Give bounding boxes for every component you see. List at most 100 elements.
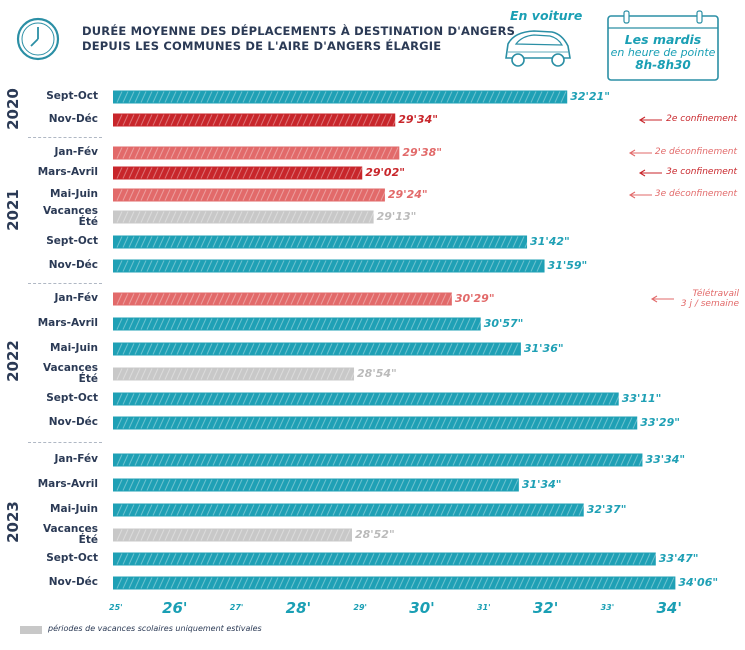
bar-hatch [392,454,399,466]
bar-hatch [284,114,291,126]
bar-hatch [524,393,531,405]
bar [113,453,643,467]
bar-hatch [260,393,267,405]
bar-hatch [464,417,471,429]
bar-hatch [326,577,333,589]
bar-hatch [488,479,495,491]
bar-hatch [152,211,159,223]
bar-hatch [212,167,219,179]
bar-hatch [446,577,453,589]
bar-hatch [500,504,507,516]
bar-hatch [320,293,327,305]
bar-hatch [254,293,261,305]
bar-hatch [500,236,507,248]
bar-hatch [398,417,405,429]
category-label: Jan-Fév [54,146,98,158]
bar-hatch [392,318,399,330]
bar-hatch [362,147,369,159]
bar-hatch [170,147,177,159]
bar-hatch [164,167,171,179]
bar-hatch [362,293,369,305]
bar-hatch [146,114,153,126]
bar-hatch [608,454,615,466]
bar-hatch [146,368,153,380]
bar-hatch [134,479,141,491]
car-label: En voiture [510,8,583,23]
bar-hatch [398,293,405,305]
bar-hatch [182,479,189,491]
bar-hatch [452,454,459,466]
bar-hatch [530,504,537,516]
bar-hatch [296,343,303,355]
bar-hatch [206,343,213,355]
bar-hatch [290,293,297,305]
bar-hatch [362,504,369,516]
bar-hatch [122,114,129,126]
bar-hatch [308,211,315,223]
bar-hatch [452,504,459,516]
bar-hatch [158,417,165,429]
bar-hatch [482,504,489,516]
bar-hatch [218,504,225,516]
bar-hatch [116,343,123,355]
bar-hatch [368,293,375,305]
bar-hatch [530,454,537,466]
bar-hatch [194,553,201,565]
bar-hatch [266,529,273,541]
bar-hatch [602,553,609,565]
bar-hatch [404,577,411,589]
bar-hatch [188,529,195,541]
bar-hatch [266,260,273,272]
bar-hatch [116,454,123,466]
bar-hatch [326,147,333,159]
bar-hatch [494,479,501,491]
bar-hatch [212,293,219,305]
bar-hatch [566,393,573,405]
bar-hatch [188,318,195,330]
bar-hatch [338,504,345,516]
bar-hatch [314,236,321,248]
bar-hatch [398,553,405,565]
bar-hatch [476,577,483,589]
bar-hatch [272,114,279,126]
bar-hatch [410,417,417,429]
bar-hatch [248,147,255,159]
bar-hatch [224,91,231,103]
bar-hatch [182,553,189,565]
bar-hatch [230,454,237,466]
bar-hatch [176,147,183,159]
bar-hatch [176,479,183,491]
bar-hatch [170,454,177,466]
bar [113,416,638,430]
bar-hatch [488,504,495,516]
bar-hatch [326,293,333,305]
bar-hatch [464,393,471,405]
bar-hatch [506,343,513,355]
category-label: Nov-Déc [48,576,98,588]
bar-hatch [410,343,417,355]
bar-hatch [176,318,183,330]
bar-hatch [176,167,183,179]
bar-hatch [116,393,123,405]
bar-hatch [128,293,135,305]
bar-hatch [428,236,435,248]
bar-hatch [218,553,225,565]
bar-hatch [350,479,357,491]
annotation-arrow [650,295,674,303]
bar-hatch [182,293,189,305]
bar-hatch [416,417,423,429]
bar-hatch [494,504,501,516]
bar-hatch [518,417,525,429]
bar-hatch [614,553,621,565]
bar-hatch [422,318,429,330]
bar-hatch [512,454,519,466]
bar-hatch [344,147,351,159]
bar-hatch [128,454,135,466]
bar-hatch [254,236,261,248]
bar-hatch [326,343,333,355]
bar-hatch [218,147,225,159]
bar-hatch [458,393,465,405]
bar-hatch [176,189,183,201]
bar-hatch [266,553,273,565]
bar-hatch [230,318,237,330]
